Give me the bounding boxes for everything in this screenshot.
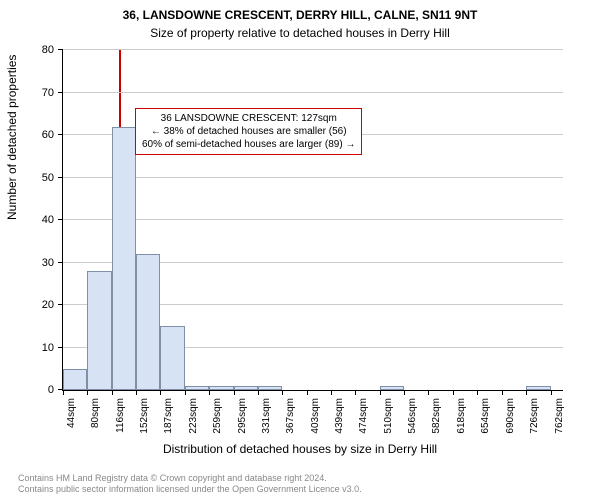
y-tick: 80 [26, 44, 54, 56]
annotation-box: 36 LANSDOWNE CRESCENT: 127sqm ← 38% of d… [135, 108, 362, 155]
chart-container: 36, LANSDOWNE CRESCENT, DERRY HILL, CALN… [0, 0, 600, 500]
x-tick: 295sqm [237, 398, 248, 442]
gridline [63, 92, 563, 93]
x-tick: 439sqm [334, 398, 345, 442]
y-tick-mark [58, 134, 63, 135]
gridline [63, 177, 563, 178]
x-tick: 152sqm [139, 398, 150, 442]
x-axis-label: Distribution of detached houses by size … [0, 442, 600, 456]
bar [380, 386, 404, 390]
bar [209, 386, 233, 390]
y-tick-labels: 01020304050607080 [30, 50, 58, 390]
x-tick: 44sqm [66, 398, 77, 442]
x-tick: 762sqm [554, 398, 565, 442]
x-tick: 367sqm [285, 398, 296, 442]
x-tick: 654sqm [480, 398, 491, 442]
x-tick: 690sqm [505, 398, 516, 442]
bar [185, 386, 209, 390]
x-tick: 403sqm [310, 398, 321, 442]
x-tick: 116sqm [115, 398, 126, 442]
bar [136, 254, 160, 390]
x-tick: 187sqm [163, 398, 174, 442]
x-tick: 618sqm [456, 398, 467, 442]
x-tick: 510sqm [383, 398, 394, 442]
y-tick: 0 [26, 384, 54, 396]
bar [112, 127, 136, 391]
annotation-line-1: 36 LANSDOWNE CRESCENT: 127sqm [142, 112, 355, 125]
y-tick: 10 [26, 342, 54, 354]
y-tick: 30 [26, 257, 54, 269]
annotation-line-2: ← 38% of detached houses are smaller (56… [142, 125, 355, 138]
y-tick: 40 [26, 214, 54, 226]
x-tick: 726sqm [529, 398, 540, 442]
gridline [63, 219, 563, 220]
y-tick-mark [58, 304, 63, 305]
y-tick: 70 [26, 87, 54, 99]
x-tick: 331sqm [261, 398, 272, 442]
plot-area: 36 LANSDOWNE CRESCENT: 127sqm ← 38% of d… [62, 50, 563, 391]
gridline [63, 49, 563, 50]
y-tick-mark [58, 262, 63, 263]
x-tick: 582sqm [431, 398, 442, 442]
x-tick: 546sqm [407, 398, 418, 442]
x-tick: 223sqm [188, 398, 199, 442]
x-tick: 474sqm [358, 398, 369, 442]
x-tick: 259sqm [212, 398, 223, 442]
bar [160, 326, 184, 390]
y-tick-mark [58, 219, 63, 220]
bar [258, 386, 282, 390]
y-tick: 60 [26, 129, 54, 141]
y-axis-label: Number of detached properties [5, 55, 19, 220]
y-tick-mark [58, 347, 63, 348]
x-tick: 80sqm [90, 398, 101, 442]
y-tick-mark [58, 49, 63, 50]
annotation-line-3: 60% of semi-detached houses are larger (… [142, 138, 355, 151]
x-tick-labels: 44sqm 80sqm 116sqm 152sqm 187sqm 223sqm 259sqm… [62, 392, 562, 442]
chart-title-2: Size of property relative to detached ho… [0, 26, 600, 40]
bar [234, 386, 258, 390]
footer-line-1: Contains HM Land Registry data © Crown c… [18, 473, 362, 485]
y-tick-mark [58, 92, 63, 93]
y-tick-mark [58, 177, 63, 178]
chart-title-1: 36, LANSDOWNE CRESCENT, DERRY HILL, CALN… [0, 8, 600, 22]
y-tick: 20 [26, 299, 54, 311]
bar [87, 271, 111, 390]
footer-line-2: Contains public sector information licen… [18, 484, 362, 496]
bar [526, 386, 550, 390]
bar [63, 369, 87, 390]
footer-text: Contains HM Land Registry data © Crown c… [18, 473, 362, 496]
y-tick: 50 [26, 172, 54, 184]
